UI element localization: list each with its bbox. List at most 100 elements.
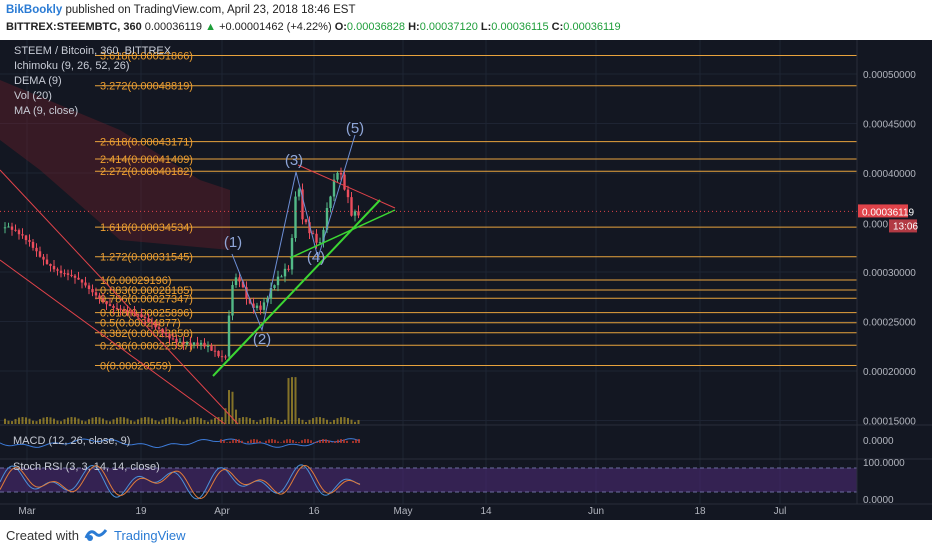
volume-bar	[123, 417, 125, 424]
macd-histogram-bar	[223, 440, 225, 443]
candle-body	[241, 281, 245, 288]
macd-histogram-bar	[265, 440, 267, 443]
candle-body	[346, 189, 350, 198]
candle-body	[217, 350, 220, 357]
y-tick-label: 0.00030000	[863, 268, 916, 279]
candle-body	[143, 317, 147, 319]
macd-histogram-bar	[277, 441, 279, 443]
wave-label: (1)	[224, 234, 242, 251]
volume-bar	[126, 418, 129, 424]
candle-body	[80, 279, 84, 283]
candle-body	[122, 309, 126, 311]
x-tick-label: May	[394, 506, 413, 517]
volume-bar	[7, 420, 10, 424]
candle-body	[255, 305, 259, 309]
candle-body	[350, 197, 353, 216]
candle-body	[171, 338, 175, 340]
candle-body	[150, 322, 154, 324]
volume-bar	[354, 421, 356, 424]
volume-bar	[63, 419, 66, 424]
volume-bar	[88, 419, 90, 424]
x-tick-label: Jul	[774, 506, 787, 517]
macd-histogram-bar	[286, 439, 288, 443]
wave-label: (5)	[346, 120, 364, 137]
grid-lines	[0, 40, 857, 504]
x-tick-label: Mar	[18, 506, 36, 517]
volume-bar	[207, 421, 209, 424]
legend-indicator-dema[interactable]: DEMA (9)	[14, 75, 62, 87]
volume-bar	[210, 419, 213, 424]
candle-body	[283, 268, 287, 277]
volume-bar	[333, 419, 335, 424]
volume-bar	[235, 409, 237, 424]
countdown-tag: 13:06	[893, 221, 918, 232]
countdown-tag-background	[889, 219, 917, 233]
candle-body	[119, 308, 122, 310]
macd-title[interactable]: MACD (12, 26, close, 9)	[13, 435, 130, 447]
candle-body	[45, 259, 49, 264]
macd-histogram-bar	[325, 439, 327, 443]
descending-channel-line	[0, 259, 226, 425]
fib-level-label: 0.382(0.00023858)	[100, 328, 193, 340]
volume-bar	[130, 420, 132, 424]
volume-bar	[280, 421, 283, 424]
candle-body	[224, 356, 227, 358]
low-value: 0.00036115	[491, 21, 549, 33]
volume-bar	[60, 421, 62, 424]
legend-indicator-ma[interactable]: MA (9, close)	[14, 105, 78, 117]
up-arrow-icon: ▲	[205, 21, 217, 33]
volume-bar	[161, 419, 164, 424]
volume-bar	[287, 378, 290, 424]
volume-bar	[109, 421, 111, 424]
candle-body	[38, 251, 42, 257]
volume-bar	[165, 417, 167, 424]
volume-bar	[133, 421, 136, 424]
open-label: O:	[334, 21, 347, 33]
volume-bar	[53, 418, 55, 424]
volume-bar	[294, 377, 297, 424]
fib-levels: 3.618(0.00051866) 3.272(0.00048819) 2.618(…	[95, 51, 857, 372]
candle-body	[213, 350, 217, 352]
low-label: L:	[480, 21, 492, 33]
candle-body	[21, 234, 24, 236]
stoch-rsi-title[interactable]: Stoch RSI (3, 3, 14, 14, close)	[13, 461, 160, 473]
volume-bar	[74, 417, 76, 424]
legend-indicator-ichimoku[interactable]: Ichimoku (9, 26, 52, 26)	[14, 60, 130, 72]
candle-body	[108, 304, 112, 306]
volume-bar	[14, 419, 17, 424]
legend-indicator-vol[interactable]: Vol (20)	[14, 90, 52, 102]
candle-body	[343, 174, 346, 190]
volume-bar	[28, 418, 31, 424]
chart-canvas[interactable]: 3.618(0.00051866) 3.272(0.00048819) 2.618(…	[0, 40, 932, 520]
volume-bar	[336, 418, 339, 424]
macd-histogram-bar	[328, 440, 330, 443]
volume-bar	[214, 417, 216, 424]
volume-bar	[84, 421, 87, 424]
fib-level-label: 1(0.00029196)	[100, 275, 172, 287]
macd-histogram-bar	[274, 439, 276, 443]
candle-body	[266, 298, 269, 303]
candle-body	[311, 233, 315, 235]
macd-histogram-bar	[289, 439, 291, 443]
volume-bar	[186, 419, 188, 424]
macd-histogram-bar	[250, 439, 252, 443]
volume-bar	[144, 417, 146, 424]
candle-body	[77, 277, 80, 280]
tradingview-link[interactable]: TradingView	[114, 528, 186, 543]
published-text: published on TradingView.com, April 23, …	[65, 4, 356, 16]
macd-histogram-bar	[346, 440, 348, 443]
author-link[interactable]: BikBookly	[6, 4, 63, 16]
fib-level-label: 2.272(0.00040182)	[100, 166, 193, 178]
y-tick-label: 0.00050000	[863, 70, 916, 81]
candle-body	[7, 226, 10, 228]
rsi-band	[0, 468, 857, 492]
candle-body	[294, 196, 297, 239]
candle-body	[287, 268, 290, 270]
volume-bar	[315, 417, 318, 424]
candle-body	[63, 273, 66, 275]
volume-bar	[273, 418, 276, 424]
volume-bar	[322, 418, 325, 424]
volume-bar	[329, 421, 332, 424]
volume-bar	[81, 420, 83, 424]
close-value: 0.00036119	[563, 21, 621, 33]
